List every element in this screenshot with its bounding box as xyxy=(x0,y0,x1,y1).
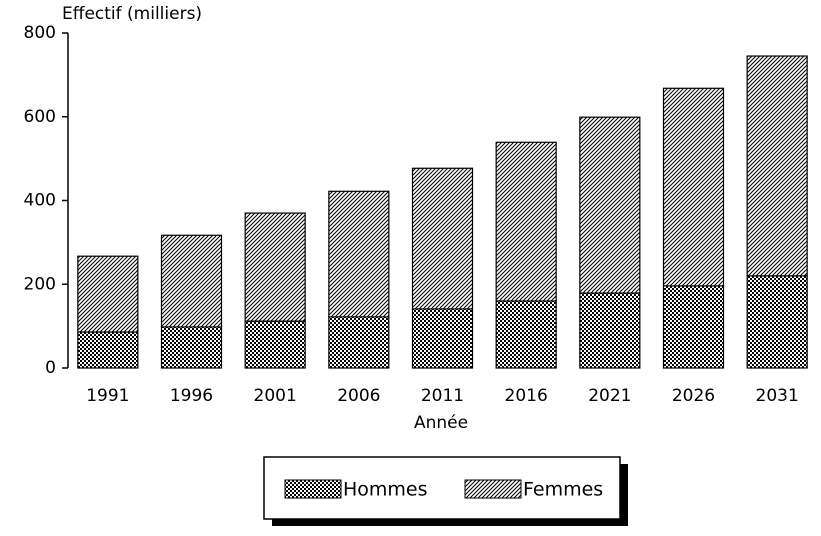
bar-segment xyxy=(244,212,306,322)
bar-segment xyxy=(244,320,306,369)
y-tick-label: 400 xyxy=(24,191,56,211)
bar-segment xyxy=(328,190,390,318)
x-axis-title: Année xyxy=(414,413,468,433)
bar-segment xyxy=(495,300,557,369)
x-tick-label: 2011 xyxy=(421,386,464,406)
x-tick-label: 2026 xyxy=(672,386,715,406)
bar-segment xyxy=(328,316,390,369)
legend-swatch xyxy=(464,479,522,499)
bar-segment xyxy=(160,234,223,328)
x-tick-label: 1996 xyxy=(170,386,213,406)
bar-segment xyxy=(746,55,808,277)
bar-segment xyxy=(160,326,223,369)
y-tick-label: 600 xyxy=(24,107,56,127)
y-tick-label: 800 xyxy=(24,23,56,43)
x-tick-label: 2031 xyxy=(756,386,799,406)
bar-segment xyxy=(411,167,474,310)
bar-segment xyxy=(579,116,641,294)
bar-segment xyxy=(77,255,139,333)
bar-segment xyxy=(411,308,474,369)
legend-label: Hommes xyxy=(343,479,428,501)
y-axis-title: Effectif (milliers) xyxy=(62,4,202,24)
y-tick-label: 0 xyxy=(45,358,56,378)
legend-swatch xyxy=(284,479,342,499)
x-tick-label: 1991 xyxy=(86,386,129,406)
bar-segment xyxy=(662,87,725,287)
bar-segment xyxy=(662,285,725,369)
bar-segment xyxy=(77,331,139,369)
x-tick-label: 2021 xyxy=(588,386,631,406)
bar-segment xyxy=(579,292,641,369)
x-tick-label: 2016 xyxy=(505,386,548,406)
x-tick-label: 2006 xyxy=(337,386,380,406)
bar-segment xyxy=(495,141,557,302)
legend-label: Femmes xyxy=(523,479,603,501)
x-tick-label: 2001 xyxy=(254,386,297,406)
bar-segment xyxy=(746,275,808,369)
y-tick-label: 200 xyxy=(24,274,56,294)
